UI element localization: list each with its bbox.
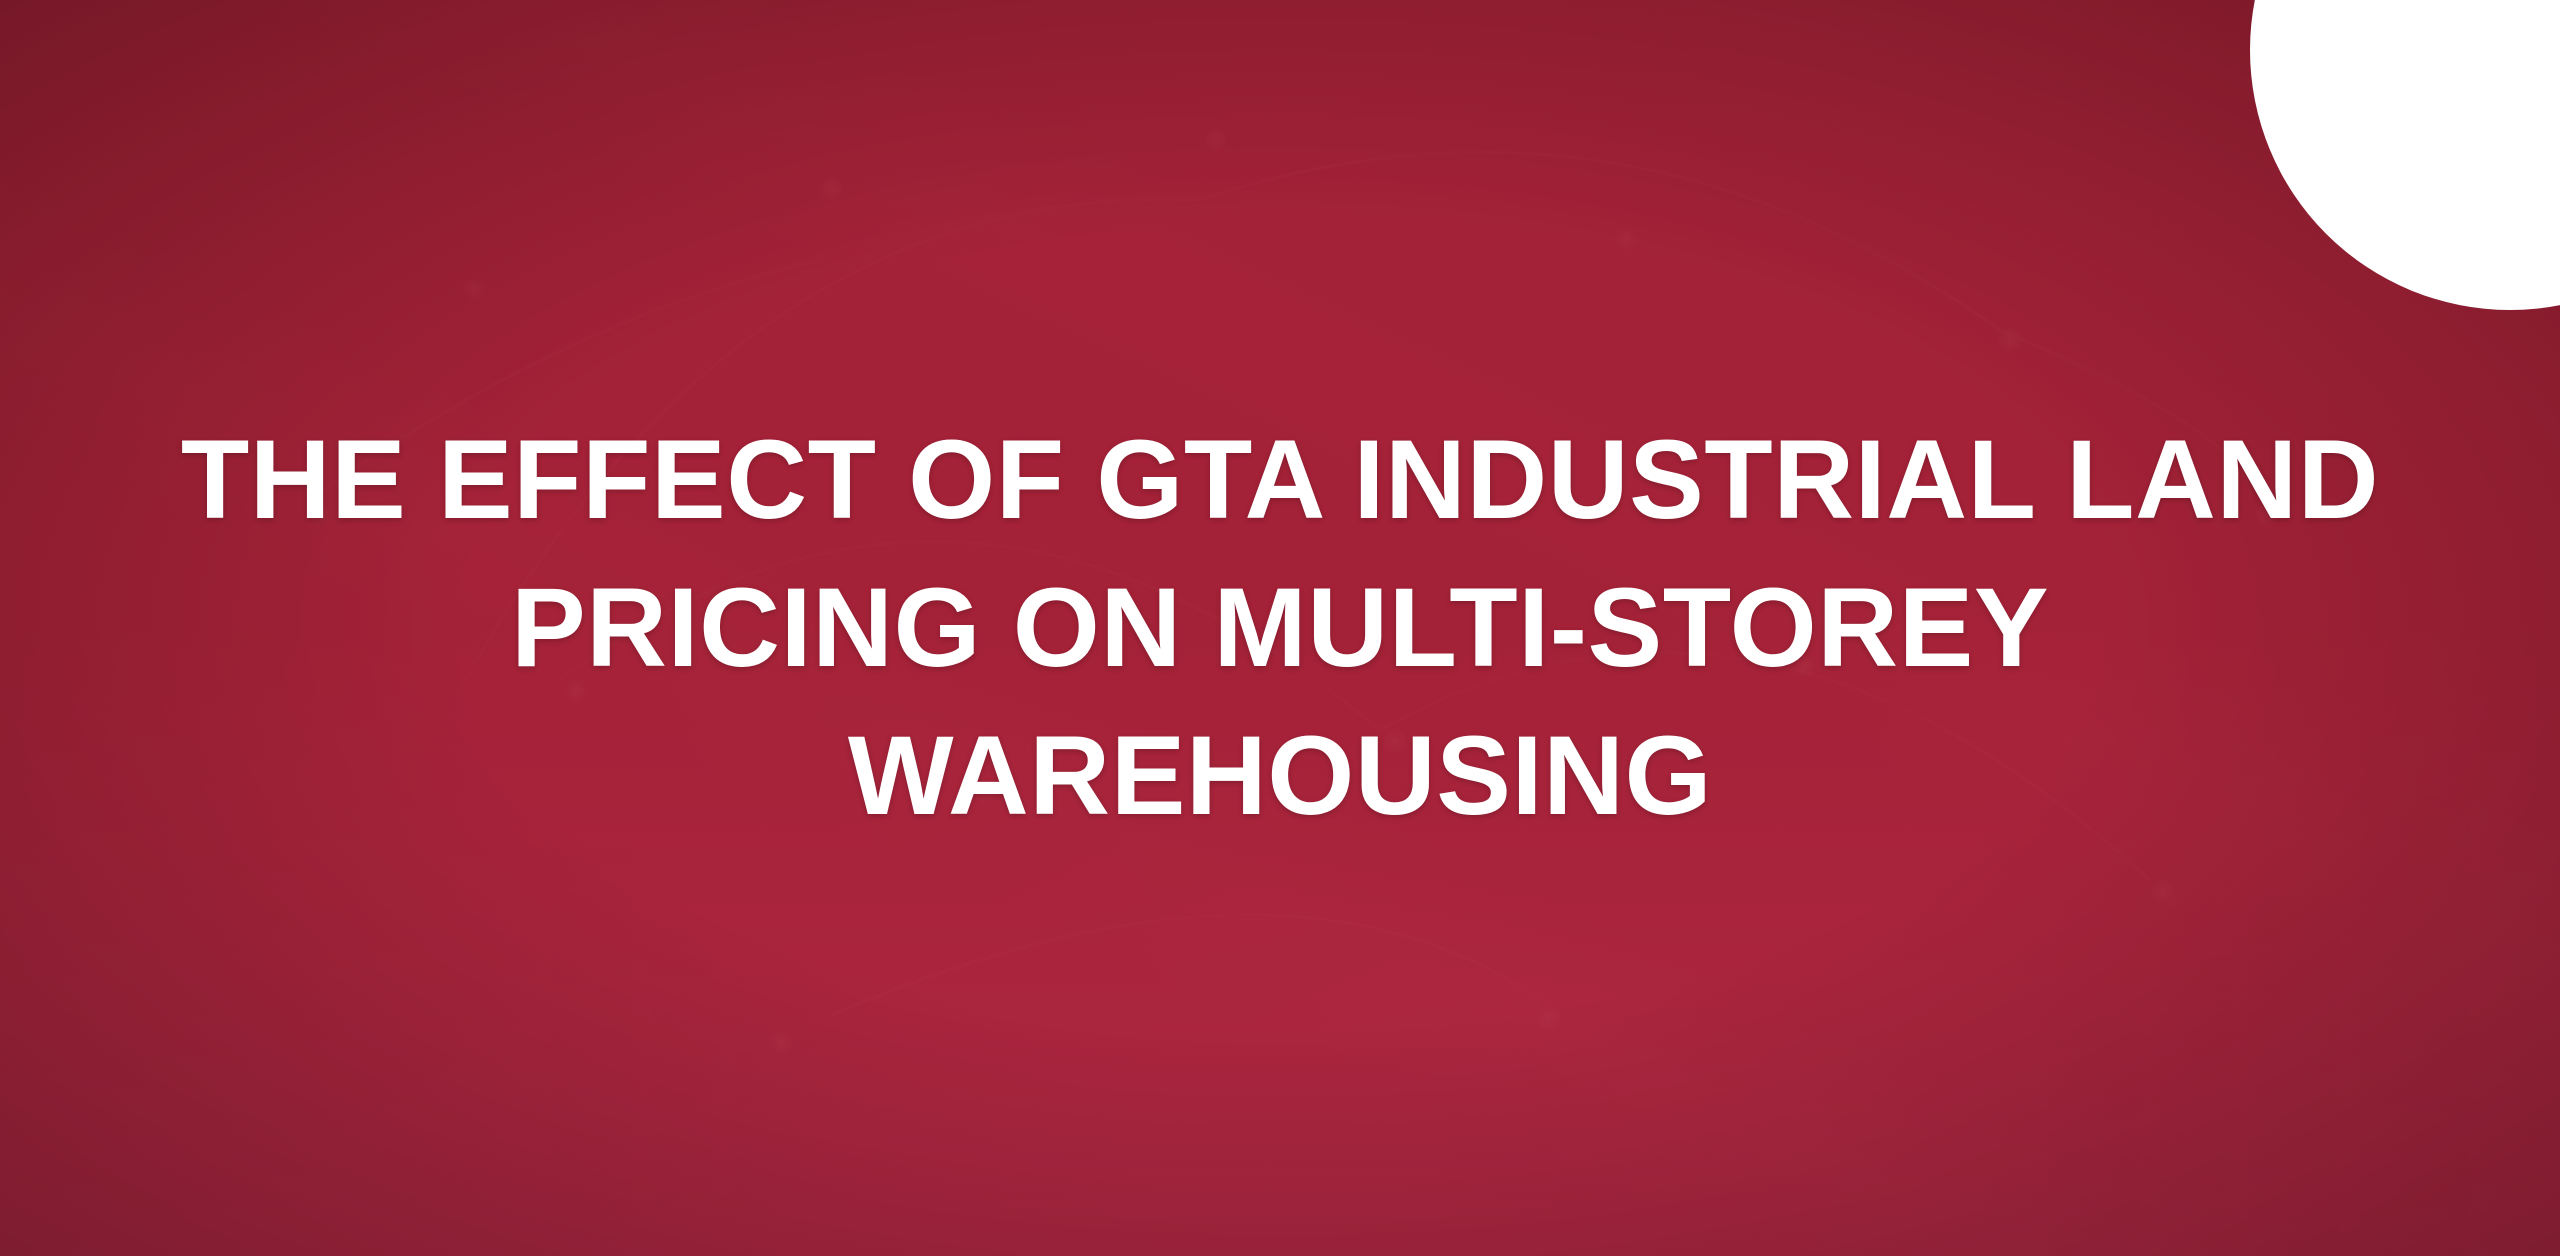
headline: THE EFFECT OF GTA INDUSTRIAL LAND PRICIN… [0, 406, 2560, 849]
hero-banner: THE EFFECT OF GTA INDUSTRIAL LAND PRICIN… [0, 0, 2560, 1256]
